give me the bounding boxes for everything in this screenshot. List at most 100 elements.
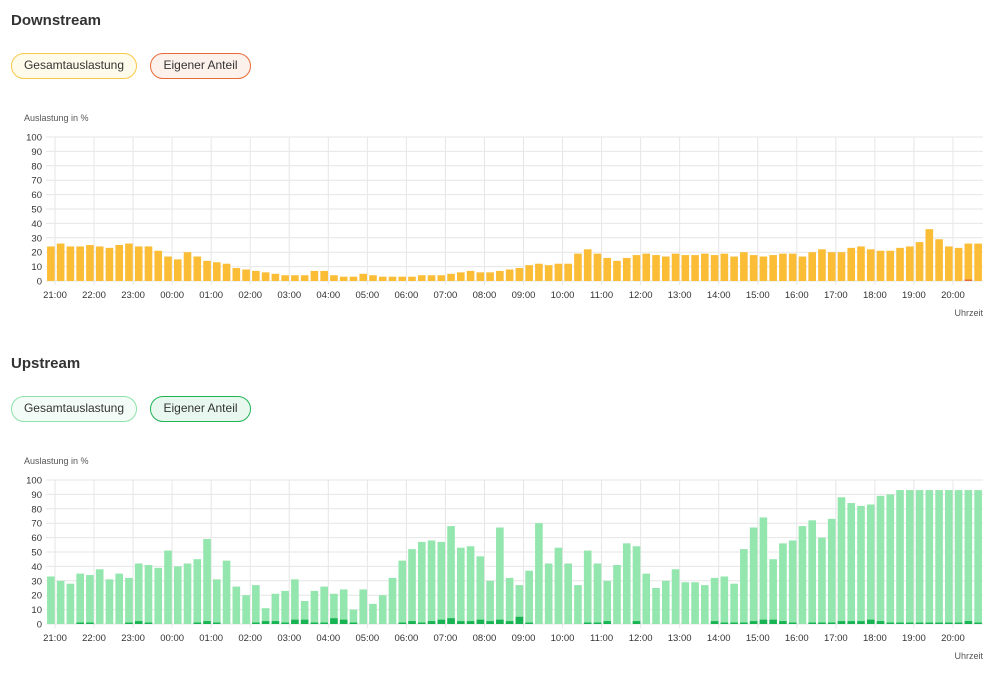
downstream-xtick-label: 01:00: [199, 290, 223, 301]
upstream-total-bar: [427, 540, 436, 624]
downstream-own-toggle[interactable]: Eigener Anteil: [150, 53, 251, 79]
downstream-total-bar: [896, 247, 904, 281]
upstream-own-bar: [740, 622, 748, 624]
downstream-ytick-label: 80: [31, 161, 42, 172]
downstream-total-bar: [535, 263, 543, 281]
upstream-total-bar: [105, 579, 114, 624]
upstream-total-bar: [56, 580, 65, 624]
upstream-total-bar: [320, 586, 328, 624]
downstream-total-bar: [95, 246, 104, 281]
downstream-total-bar: [320, 270, 328, 281]
upstream-total-bar: [574, 585, 582, 624]
upstream-own-bar: [417, 622, 426, 624]
upstream-total-bar: [720, 576, 729, 624]
downstream-ytick-label: 40: [31, 219, 42, 230]
downstream-total-bar: [66, 246, 75, 281]
upstream-total-bar: [671, 569, 680, 624]
downstream-total-bar: [837, 252, 846, 281]
downstream-total-bar: [613, 260, 621, 281]
upstream-own-bar: [808, 622, 816, 624]
downstream-ylabel: Auslastung in %: [24, 113, 89, 123]
upstream-total-bar: [378, 595, 387, 624]
upstream-total-toggle[interactable]: Gesamtauslastung: [11, 396, 137, 422]
downstream-total-bar: [866, 249, 875, 281]
upstream-own-bar: [593, 622, 602, 624]
upstream-total-bar: [291, 579, 299, 624]
downstream-total-bar: [593, 253, 602, 281]
upstream-total-bar: [954, 490, 963, 624]
downstream-total-bar: [798, 256, 807, 281]
downstream-total-toggle[interactable]: Gesamtauslastung: [11, 53, 137, 79]
downstream-xtick-label: 21:00: [43, 290, 67, 301]
downstream-total-bar: [86, 245, 94, 281]
upstream-own-bar: [134, 621, 143, 624]
upstream-total-bar: [154, 567, 163, 624]
upstream-total-bar: [242, 595, 250, 624]
downstream-xtick-label: 10:00: [551, 290, 575, 301]
downstream-total-bar: [417, 275, 426, 281]
downstream-total-bar: [847, 247, 856, 281]
downstream-total-bar: [583, 249, 592, 281]
upstream-total-bar: [935, 490, 943, 624]
downstream-total-bar: [827, 252, 836, 281]
upstream-total-bar: [66, 583, 75, 624]
downstream-total-bar: [193, 256, 202, 281]
upstream-xtick-label: 17:00: [824, 633, 848, 644]
upstream-total-bar: [134, 563, 143, 624]
upstream-xtick-label: 10:00: [551, 633, 575, 644]
upstream-total-bar: [252, 585, 260, 624]
downstream-xtick-label: 03:00: [277, 290, 301, 301]
downstream-xtick-label: 15:00: [746, 290, 770, 301]
downstream-total-bar: [56, 243, 65, 281]
upstream-total-bar: [652, 588, 660, 624]
upstream-total-bar: [330, 593, 338, 624]
downstream-total-bar: [505, 269, 514, 281]
upstream-total-bar: [369, 603, 377, 624]
upstream-total-bar: [115, 573, 124, 624]
upstream-own-bar: [505, 621, 514, 624]
upstream-xtick-label: 02:00: [238, 633, 262, 644]
upstream-total-bar: [925, 490, 934, 624]
upstream-total-bar: [437, 541, 446, 624]
downstream-ytick-label: 10: [31, 262, 42, 273]
downstream-own-bar: [964, 279, 973, 281]
upstream-xtick-label: 20:00: [941, 633, 965, 644]
upstream-total-bar: [710, 577, 719, 624]
upstream-own-bar: [320, 622, 328, 624]
upstream-total-bar: [759, 517, 768, 624]
upstream-xtick-label: 21:00: [43, 633, 67, 644]
downstream-xtick-label: 09:00: [512, 290, 536, 301]
upstream-own-bar: [144, 622, 153, 624]
upstream-ytick-label: 50: [31, 548, 42, 559]
upstream-total-bar: [749, 527, 758, 624]
downstream-total-bar: [203, 260, 211, 281]
downstream-total-bar: [300, 275, 309, 281]
upstream-total-bar: [857, 505, 865, 624]
upstream-total-bar: [213, 579, 221, 624]
upstream-total-bar: [896, 490, 904, 624]
downstream-xtick-label: 00:00: [160, 290, 184, 301]
downstream-total-bar: [876, 250, 885, 281]
upstream-own-bar: [974, 622, 982, 624]
upstream-total-bar: [779, 543, 787, 624]
downstream-total-bar: [632, 255, 641, 281]
upstream-xtick-label: 14:00: [707, 633, 731, 644]
upstream-own-bar: [759, 619, 768, 624]
upstream-total-bar: [691, 582, 699, 624]
upstream-total-bar: [125, 577, 133, 624]
upstream-own-bar: [603, 621, 612, 624]
upstream-total-bar: [388, 577, 397, 624]
upstream-xtick-label: 05:00: [355, 633, 379, 644]
upstream-total-bar: [466, 546, 475, 624]
upstream-total-bar: [535, 523, 543, 624]
upstream-own-bar: [837, 621, 846, 624]
downstream-total-bar: [134, 246, 143, 281]
upstream-own-bar: [447, 618, 455, 624]
downstream-ytick-label: 0: [37, 277, 42, 288]
upstream-total-bar: [661, 580, 670, 624]
downstream-total-bar: [476, 272, 485, 281]
downstream-ytick-label: 20: [31, 248, 42, 259]
upstream-total-bar: [457, 547, 465, 624]
upstream-own-toggle[interactable]: Eigener Anteil: [150, 396, 251, 422]
upstream-total-bar: [681, 582, 690, 624]
